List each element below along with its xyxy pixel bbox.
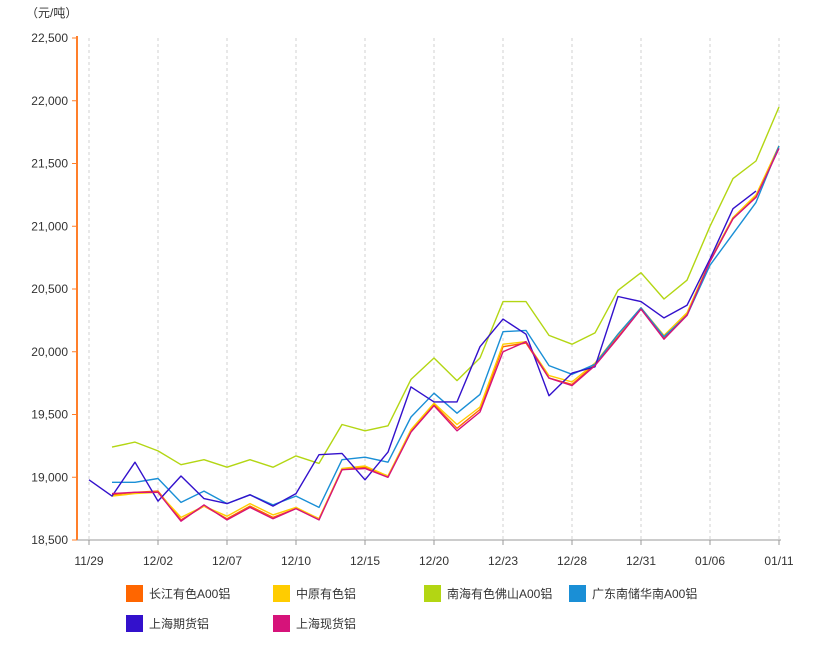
x-tick-label: 12/15 bbox=[350, 554, 380, 568]
series-line bbox=[111, 145, 780, 521]
legend-item[interactable]: 广东南储华南A00铝 bbox=[569, 585, 697, 602]
y-tick-label: 21,000 bbox=[31, 219, 68, 233]
legend-swatch bbox=[126, 615, 143, 632]
legend-item[interactable]: 中原有色铝 bbox=[273, 585, 356, 602]
y-tick-label: 22,500 bbox=[31, 31, 68, 45]
y-tick-label: 22,000 bbox=[31, 94, 68, 108]
legend-label: 长江有色A00铝 bbox=[149, 587, 231, 601]
series-line bbox=[112, 145, 780, 509]
series-line bbox=[111, 145, 780, 520]
legend-item[interactable]: 上海现货铝 bbox=[273, 615, 356, 632]
x-tick-label: 01/11 bbox=[764, 554, 793, 568]
legend-item[interactable]: 上海期货铝 bbox=[126, 615, 209, 632]
series-line bbox=[111, 106, 780, 468]
legend-item[interactable]: 南海有色佛山A00铝 bbox=[424, 585, 552, 602]
legend-label: 南海有色佛山A00铝 bbox=[447, 587, 553, 601]
legend-swatch bbox=[273, 615, 290, 632]
y-tick-label: 18,500 bbox=[31, 533, 68, 547]
y-tick-label: 19,000 bbox=[31, 470, 68, 484]
x-tick-label: 12/07 bbox=[212, 554, 242, 568]
x-tick-label: 12/31 bbox=[626, 554, 656, 568]
x-tick-label: 12/20 bbox=[419, 554, 449, 568]
y-tick-label: 21,500 bbox=[31, 157, 68, 171]
legend-label: 广东南储华南A00铝 bbox=[592, 587, 698, 601]
legend-swatch bbox=[424, 585, 441, 602]
x-tick-label: 12/02 bbox=[143, 554, 173, 568]
legend-label: 上海现货铝 bbox=[296, 617, 357, 631]
legend-swatch bbox=[569, 585, 586, 602]
legend-label: 上海期货铝 bbox=[149, 617, 210, 631]
y-tick-label: 20,000 bbox=[31, 345, 68, 359]
x-tick-label: 11/29 bbox=[74, 554, 103, 568]
legend-swatch bbox=[273, 585, 290, 602]
series-line bbox=[88, 190, 757, 507]
y-axis-unit-label: （元/吨） bbox=[26, 6, 78, 20]
series-line bbox=[111, 148, 780, 522]
legend-swatch bbox=[126, 585, 143, 602]
legend-item[interactable]: 长江有色A00铝 bbox=[126, 585, 230, 602]
x-tick-label: 12/10 bbox=[281, 554, 311, 568]
y-tick-label: 19,500 bbox=[31, 408, 68, 422]
x-tick-label: 01/06 bbox=[695, 554, 725, 568]
legend-label: 中原有色铝 bbox=[296, 587, 357, 601]
chart-series-lines bbox=[88, 106, 780, 522]
x-tick-label: 12/28 bbox=[557, 554, 587, 568]
y-tick-label: 20,500 bbox=[31, 282, 68, 296]
chart-axes: 18,500 19,000 19,500 20,000 20,500 21,000 21,5… bbox=[31, 31, 794, 568]
x-tick-label: 12/23 bbox=[488, 554, 518, 568]
